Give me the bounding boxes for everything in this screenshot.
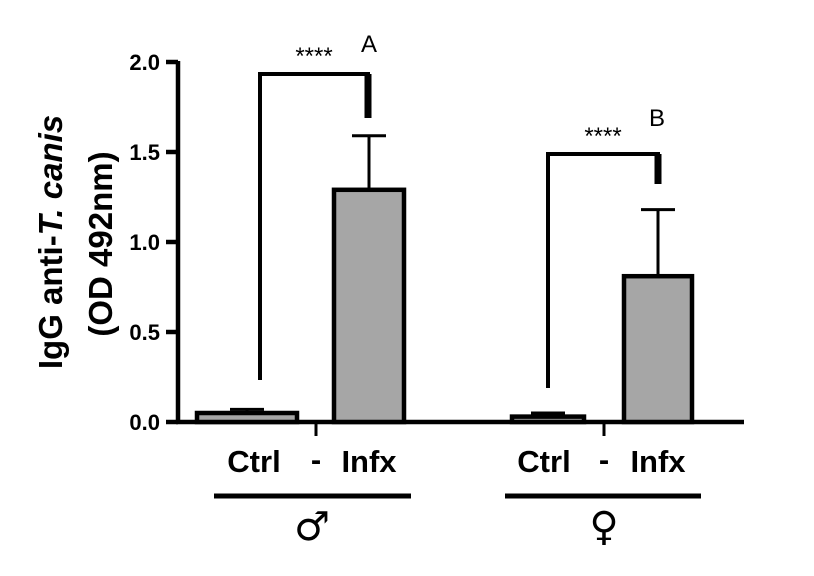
y-axis-title-prefix: IgG anti-	[32, 235, 69, 369]
category-separator: -	[311, 442, 321, 477]
group-label: ♀	[589, 504, 618, 550]
category-label: Infx	[341, 444, 397, 479]
panel-letter: A	[361, 31, 377, 58]
significance-label: ****	[584, 123, 621, 150]
category-label: Ctrl	[517, 444, 570, 479]
significance-label: ****	[295, 43, 332, 70]
category-label: Infx	[630, 444, 686, 479]
bars	[194, 134, 695, 425]
bar-infx	[331, 187, 407, 425]
bar-infx	[621, 273, 695, 425]
panel-letter: B	[649, 105, 665, 132]
y-axis-title-italic: T. canis	[32, 115, 69, 235]
y-tick-label: 1.5	[129, 140, 160, 165]
group-label: ♂	[294, 504, 330, 550]
y-tick-label: 2.0	[129, 50, 160, 75]
bar-ctrl	[509, 414, 587, 425]
y-axis-title-line1: IgG anti-T. canis	[32, 115, 69, 369]
category-separator: -	[599, 442, 609, 477]
category-labels: Ctrl - Infx♂Ctrl - Infx♀	[214, 442, 701, 550]
bar-ctrl	[194, 410, 300, 425]
category-label: Ctrl	[227, 444, 280, 479]
y-tick-label: 0.0	[129, 410, 160, 435]
y-axis-title-line2: (OD 492nm)	[82, 151, 119, 336]
y-axis-title: IgG anti-T. canis (OD 492nm)	[32, 115, 119, 369]
y-tick-label: 0.5	[129, 320, 160, 345]
annotations: **** A **** B	[258, 31, 665, 388]
y-tick-label: 1.0	[129, 230, 160, 255]
